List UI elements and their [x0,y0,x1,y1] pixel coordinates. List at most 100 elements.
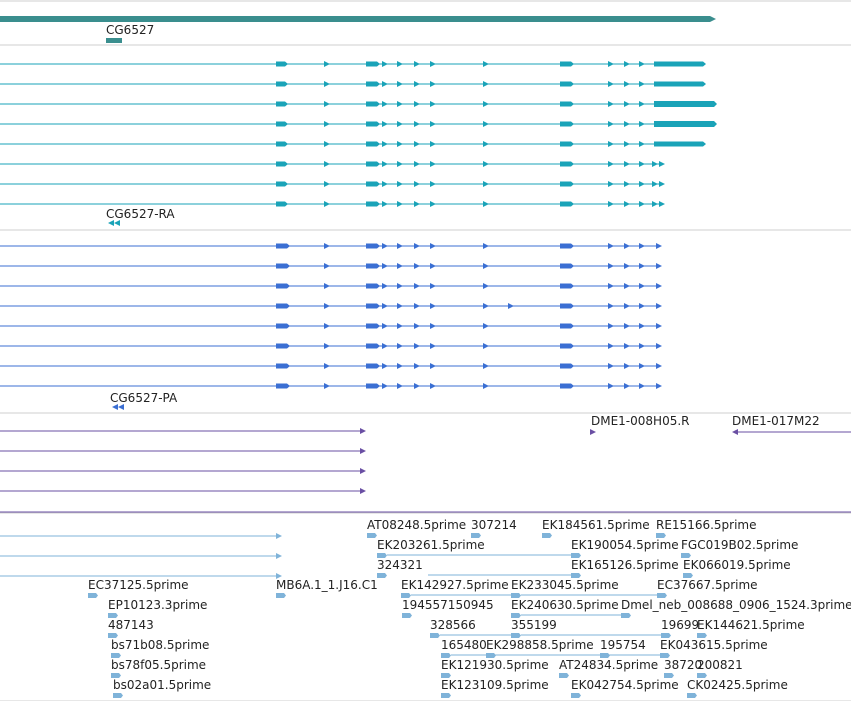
protein-exon-arrow[interactable] [382,343,388,349]
est-label[interactable]: 355199 [511,618,557,632]
est-feature[interactable] [511,633,521,638]
clone-label[interactable]: DME1-008H05.R [591,414,690,428]
protein-exon-arrow[interactable] [397,363,403,369]
protein-exon-arrow[interactable] [414,383,420,389]
protein-exon-arrow[interactable] [624,343,630,349]
protein-exon-arrow[interactable] [430,283,436,289]
rna-exon-arrow[interactable] [414,61,420,67]
protein-exon-arrow[interactable] [608,383,614,389]
rna-exon-arrow[interactable] [397,141,403,147]
protein-exon[interactable] [560,303,574,309]
est-label[interactable]: EK123109.5prime [441,678,549,692]
protein-exon-arrow[interactable] [639,343,645,349]
est-feature[interactable] [511,593,521,598]
est-label[interactable]: EK043615.5prime [660,638,768,652]
est-label[interactable]: EK165126.5prime [571,558,679,572]
protein-exon-arrow[interactable] [324,363,330,369]
est-feature[interactable] [111,653,121,658]
est-label[interactable]: AT08248.5prime [367,518,466,532]
protein-exon[interactable] [276,363,290,369]
protein-exon[interactable] [366,303,380,309]
protein-exon-arrow[interactable] [639,383,645,389]
protein-exon-arrow[interactable] [414,263,420,269]
est-feature[interactable] [660,653,670,658]
est-arrow[interactable] [276,533,282,539]
rna-exon-arrow[interactable] [483,121,489,127]
rna-exon-arrow[interactable] [624,101,630,107]
protein-exon-arrow[interactable] [382,303,388,309]
protein-exon-arrow[interactable] [324,243,330,249]
protein-exon-arrow[interactable] [414,343,420,349]
rna-exon[interactable] [560,101,574,107]
rna-exon-arrow[interactable] [324,61,330,67]
est-feature[interactable] [681,553,691,558]
rna-exon-arrow[interactable] [608,161,614,167]
est-label[interactable]: bs71b08.5prime [111,638,209,652]
rna-exon-arrow[interactable] [414,141,420,147]
est-feature[interactable] [657,593,667,598]
rna-exon-arrow[interactable] [659,181,665,187]
protein-exon[interactable] [560,383,574,389]
protein-exon[interactable] [560,343,574,349]
protein-exon-arrow[interactable] [608,343,614,349]
protein-exon-arrow[interactable] [508,303,514,309]
protein-exon-arrow[interactable] [624,263,630,269]
rna-exon-arrow[interactable] [639,141,645,147]
rna-exon-arrow[interactable] [652,201,658,207]
est-label[interactable]: 19699 [661,618,699,632]
rna-utr-block[interactable] [654,61,706,67]
rna-exon-arrow[interactable] [397,61,403,67]
protein-exon-arrow[interactable] [324,263,330,269]
clone-marker-arrow[interactable] [732,429,738,435]
protein-exon-arrow[interactable] [639,303,645,309]
rna-exon-arrow[interactable] [382,81,388,87]
protein-exon-arrow[interactable] [430,323,436,329]
protein-exon[interactable] [366,363,380,369]
protein-exon-arrow[interactable] [397,283,403,289]
protein-label-arrow[interactable] [118,404,124,410]
rna-exon-arrow[interactable] [430,201,436,207]
est-label[interactable]: EK203261.5prime [377,538,485,552]
est-feature[interactable] [571,553,581,558]
rna-exon-arrow[interactable] [397,121,403,127]
protein-exon[interactable] [366,343,380,349]
rna-exon[interactable] [366,181,380,187]
est-label[interactable]: 328566 [430,618,476,632]
est-label[interactable]: MB6A.1_1.J16.C1 [276,578,378,592]
est-feature[interactable] [88,593,98,598]
protein-exon-arrow[interactable] [430,383,436,389]
rna-exon-arrow[interactable] [430,141,436,147]
est-feature[interactable] [113,693,123,698]
est-label[interactable]: Dmel_neb_008688_0906_1524.3prime [621,598,851,612]
rna-exon-arrow[interactable] [430,181,436,187]
rna-exon-arrow[interactable] [483,61,489,67]
protein-exon-arrow[interactable] [639,363,645,369]
rna-exon-arrow[interactable] [382,101,388,107]
rna-exon-arrow[interactable] [483,101,489,107]
rna-exon[interactable] [276,101,288,107]
est-feature[interactable] [441,693,451,698]
protein-exon-arrow[interactable] [483,323,489,329]
rna-exon[interactable] [560,141,574,147]
est-feature[interactable] [367,533,377,538]
protein-exon-arrow[interactable] [624,243,630,249]
protein-exon[interactable] [276,383,290,389]
rna-exon[interactable] [276,201,288,207]
rna-exon-arrow[interactable] [624,161,630,167]
rna-exon[interactable] [366,141,380,147]
protein-exon-arrow[interactable] [324,323,330,329]
est-label[interactable]: 38720 [664,658,702,672]
est-feature[interactable] [571,693,581,698]
protein-exon-arrow[interactable] [624,323,630,329]
protein-exon-arrow[interactable] [382,263,388,269]
protein-exon-arrow[interactable] [483,263,489,269]
rna-exon-arrow[interactable] [608,81,614,87]
rna-exon-arrow[interactable] [382,141,388,147]
rna-exon-arrow[interactable] [652,161,658,167]
est-label[interactable]: 487143 [108,618,154,632]
rna-label-arrow[interactable] [108,220,114,226]
est-feature[interactable] [402,613,412,618]
protein-exon-arrow[interactable] [414,363,420,369]
protein-exon[interactable] [366,283,380,289]
rna-exon-arrow[interactable] [624,81,630,87]
